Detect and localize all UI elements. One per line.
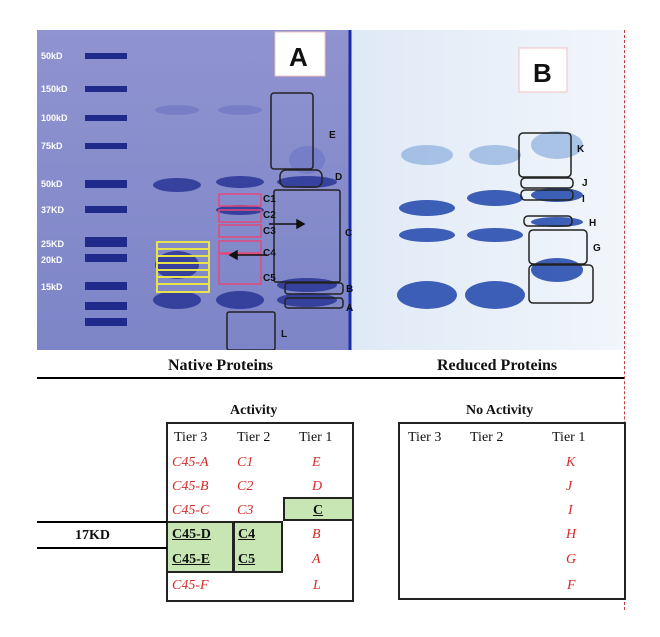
table-cell: J [566,479,573,494]
band-label: C3 [263,226,276,237]
table-cell: C1 [237,455,254,470]
no-activity-header: Tier 3 [408,430,442,445]
table-cell: C2 [237,479,254,494]
band-label: C5 [263,273,276,284]
table-cell: G [566,552,577,567]
marker-label: 50kD [41,179,63,189]
table-cell: E [312,455,321,470]
marker-label: 150kD [41,84,68,94]
band-label: C4 [263,248,276,259]
table-cell: C45-C [172,503,210,518]
highlight-cell [283,497,354,521]
band-label: G [593,243,601,254]
band-label: C1 [263,194,276,205]
table-cell: K [566,455,576,470]
marker-label: 50kD [41,51,63,61]
table-cell: C4 [238,527,256,542]
table-cell: C45-D [172,527,211,542]
band-label: J [582,178,588,189]
band-label: L [281,329,287,340]
page-edge-marker [624,30,625,610]
marker-label: 75kD [41,141,63,151]
panel-b-label: B [533,58,552,88]
table-cell: B [312,527,321,542]
marker-label: 100kD [41,113,68,123]
table-cell: F [567,578,576,593]
gel-image: 50kD 150kD 100kD 75kD 50kD 37KD 25KD 20k… [37,30,627,350]
band-label: A [346,303,353,314]
table-cell: D [312,479,323,494]
band-label: E [329,130,336,141]
activity-title: Activity [230,403,278,418]
marker-label: 37KD [41,205,65,215]
marker-label: 20kD [41,255,63,265]
band-label: B [346,284,353,295]
table-cell: H [566,527,577,542]
table-cell: C45-A [172,455,209,470]
table-cell: L [313,578,321,593]
band-label: H [589,218,596,229]
activity-header: Tier 2 [237,430,271,445]
table-cell: A [312,552,321,567]
band-label: C2 [263,210,276,221]
marker-label: 25KD [41,239,65,249]
highlight-cell [233,521,283,573]
table-cell: C5 [238,552,256,567]
divider [37,377,624,379]
band-label: C [345,228,352,239]
table-cell: C3 [237,503,254,518]
no-activity-title: No Activity [466,403,534,418]
activity-header: Tier 3 [174,430,208,445]
17kd-label: 17KD [75,528,110,543]
no-activity-header: Tier 1 [552,430,586,445]
panel-a-label: A [289,42,308,72]
reduced-proteins-caption: Reduced Proteins [437,357,558,374]
table-cell: C45-B [172,479,209,494]
no-activity-header: Tier 2 [470,430,504,445]
band-label: I [582,194,585,205]
no-activity-table [398,422,626,600]
activity-header: Tier 1 [299,430,333,445]
table-cell: C45-E [172,552,211,567]
table-cell: C45-F [172,578,209,593]
band-label: K [577,144,585,155]
marker-label: 15kD [41,282,63,292]
table-cell: C [313,503,324,518]
native-proteins-caption: Native Proteins [168,357,274,374]
table-cell: I [568,503,573,518]
band-label: D [335,172,342,183]
bracket-line [37,521,167,523]
bracket-line [37,547,167,549]
